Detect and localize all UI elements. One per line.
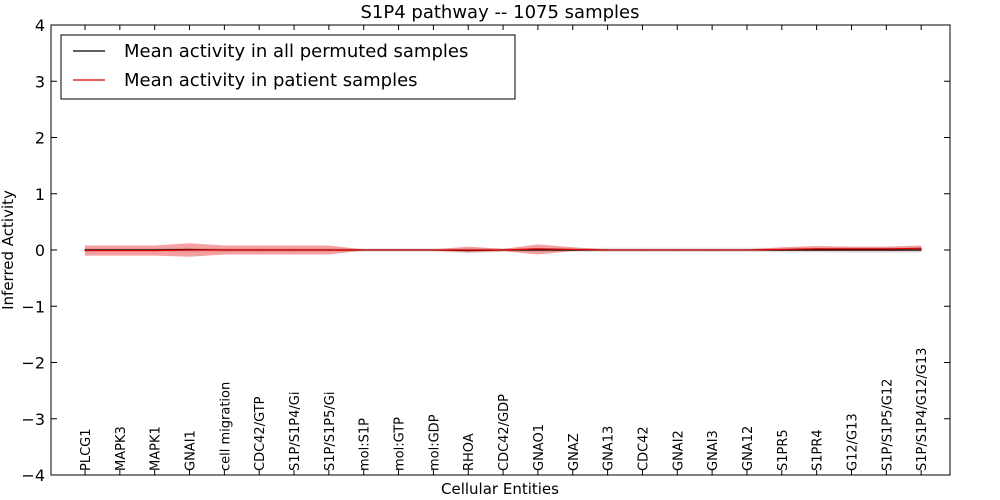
point-series-1-14	[572, 248, 574, 251]
point-series-1-13	[537, 248, 539, 250]
x-tick-label-3: GNAI1	[184, 430, 199, 471]
point-series-1-19	[746, 249, 748, 251]
x-tick-label-12: CDC42/GDP	[497, 394, 512, 471]
x-tick-label-7: S1P/S1P5/Gi	[323, 392, 338, 471]
x-tick-label-21: S1PR4	[811, 429, 826, 471]
legend-label-patient: Mean activity in patient samples	[124, 70, 418, 91]
x-tick-label-13: GNAO1	[532, 424, 547, 471]
point-series-1-7	[328, 249, 330, 251]
x-tick-label-22: G12/G13	[845, 413, 860, 471]
point-series-1-4	[223, 249, 225, 251]
point-series-1-16	[641, 249, 644, 251]
point-series-1-5	[258, 249, 260, 251]
x-tick-label-4: cell migration	[218, 382, 233, 471]
plot-layer	[84, 243, 922, 257]
point-series-0-21	[816, 249, 818, 251]
y-tick-label-8: 4	[35, 16, 45, 35]
point-series-1-3	[188, 249, 191, 251]
x-axis-title: Cellular Entities	[441, 480, 559, 498]
point-series-1-21	[816, 248, 818, 250]
chart-title: S1P4 pathway -- 1075 samples	[360, 2, 639, 23]
point-series-1-6	[293, 249, 295, 251]
x-tick-label-20: S1PR5	[776, 429, 791, 471]
point-series-0-13	[537, 249, 539, 251]
y-tick-label-6: 2	[35, 129, 45, 148]
point-series-1-10	[432, 249, 434, 251]
x-tick-label-17: GNAI2	[671, 430, 686, 471]
point-series-1-12	[502, 249, 504, 251]
x-tick-label-9: mol:GTP	[393, 417, 408, 471]
y-tick-label-5: 1	[35, 185, 45, 204]
x-tick-label-1: MAPK3	[114, 426, 129, 471]
y-axis-title: Inferred Activity	[0, 190, 17, 310]
point-series-1-20	[781, 248, 783, 251]
x-tick-label-11: RHOA	[462, 433, 477, 471]
point-series-0-22	[850, 249, 853, 251]
x-tick-label-8: mol:S1P	[358, 418, 373, 471]
point-series-1-9	[397, 249, 400, 251]
y-tick-label-2: −2	[21, 354, 45, 373]
legend: Mean activity in all permuted samples Me…	[60, 34, 516, 100]
y-tick-label-1: −3	[21, 410, 45, 429]
y-tick-label-7: 3	[35, 72, 45, 91]
point-series-1-15	[607, 249, 609, 251]
point-series-1-2	[154, 249, 156, 252]
point-series-1-8	[363, 249, 365, 251]
point-series-1-24	[920, 247, 922, 249]
x-tick-label-24: S1P/S1P4/G12/G13	[915, 348, 930, 471]
point-series-1-0	[84, 249, 86, 252]
x-tick-label-10: mol:GDP	[427, 414, 442, 471]
y-tick-label-4: 0	[35, 241, 45, 260]
x-tick-label-14: GNAZ	[567, 433, 582, 471]
point-series-1-11	[467, 249, 469, 251]
point-series-1-1	[119, 249, 121, 252]
legend-box	[60, 34, 516, 100]
legend-label-permuted: Mean activity in all permuted samples	[124, 41, 468, 62]
point-series-1-22	[850, 248, 853, 250]
point-series-0-23	[885, 249, 887, 251]
x-tick-label-2: MAPK1	[149, 426, 164, 471]
x-tick-label-15: GNA13	[602, 426, 617, 471]
x-tick-label-16: CDC42	[636, 426, 651, 471]
axis-layer: −4 −3 −2 −1 0 1 2 3 4 PLCG1 MAPK3 MAPK1 GNAI1 cell mi…	[21, 16, 950, 485]
x-tick-label-19: GNA12	[741, 426, 756, 471]
y-tick-label-0: −4	[21, 466, 45, 485]
point-series-1-17	[676, 249, 678, 251]
x-tick-label-6: S1P/S1P4/Gi	[288, 392, 303, 471]
x-tick-label-0: PLCG1	[79, 428, 94, 471]
y-tick-label-3: −1	[21, 297, 45, 316]
point-series-1-18	[711, 249, 713, 251]
x-tick-label-23: S1P/S1P5/G12	[880, 379, 895, 471]
point-series-1-23	[885, 248, 887, 250]
point-series-0-24	[920, 249, 922, 251]
x-tick-label-18: GNAI3	[706, 430, 721, 471]
x-tick-label-5: CDC42/GTP	[253, 396, 268, 471]
